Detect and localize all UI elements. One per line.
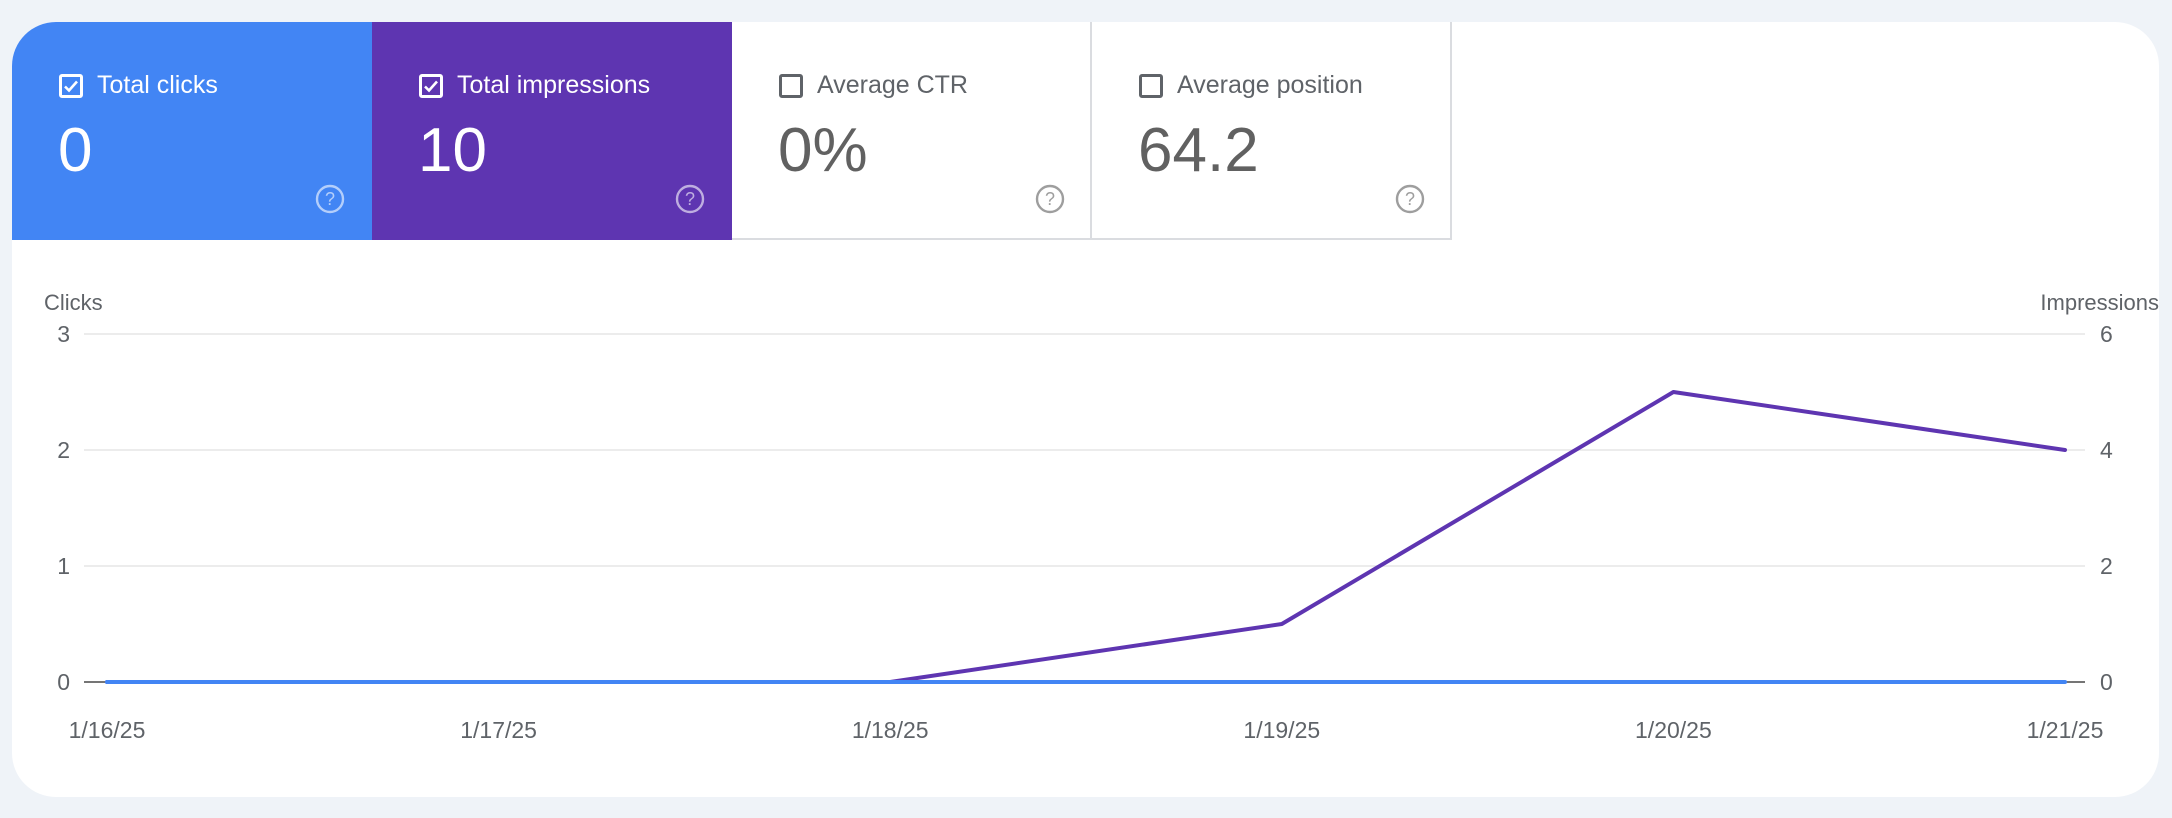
svg-text:?: ? (1045, 189, 1055, 209)
x-tick-label: 1/19/25 (1243, 717, 1320, 743)
y-tick-label-right: 0 (2100, 669, 2113, 695)
left-axis-title: Clicks (44, 290, 103, 315)
metric-value: 10 (418, 116, 487, 185)
checkbox-checked-icon[interactable] (59, 73, 83, 98)
metric-value: 64.2 (1138, 116, 1259, 185)
metric-tile-average-position[interactable]: Average position 64.2 ? (1092, 22, 1452, 240)
x-tick-label: 1/20/25 (1635, 717, 1712, 743)
help-icon[interactable]: ? (314, 183, 346, 215)
metric-tiles: Total clicks 0 ? Total impressions 10 ? (12, 22, 1452, 240)
metric-label: Average CTR (817, 71, 968, 99)
svg-text:?: ? (685, 189, 695, 209)
y-tick-label-left: 1 (57, 553, 70, 579)
metric-label: Total clicks (97, 71, 218, 99)
right-axis-title: Impressions (2040, 290, 2159, 315)
y-tick-label-right: 4 (2100, 437, 2113, 463)
svg-text:?: ? (325, 189, 335, 209)
y-tick-label-right: 2 (2100, 553, 2113, 579)
metric-tile-total-impressions[interactable]: Total impressions 10 ? (372, 22, 732, 240)
x-tick-label: 1/17/25 (460, 717, 537, 743)
metric-tile-average-ctr[interactable]: Average CTR 0% ? (732, 22, 1092, 240)
y-tick-label-left: 0 (57, 669, 70, 695)
checkbox-unchecked-icon[interactable] (1139, 73, 1163, 98)
checkbox-checked-icon[interactable] (419, 73, 443, 98)
help-icon[interactable]: ? (1034, 183, 1066, 215)
svg-text:?: ? (1405, 189, 1415, 209)
metric-label: Total impressions (457, 71, 651, 99)
performance-chart: 0 1 2 3 0 2 4 6 1/16/25 1/17/25 1/18/25 1/19/25 1/20… (57, 321, 2113, 743)
x-tick-label: 1/21/25 (2027, 717, 2104, 743)
metric-value: 0 (58, 116, 93, 185)
performance-card: Total clicks 0 ? Total impressions 10 ? (12, 22, 2159, 797)
checkbox-unchecked-icon[interactable] (779, 73, 803, 98)
metric-label: Average position (1177, 71, 1363, 99)
help-icon[interactable]: ? (1394, 183, 1426, 215)
x-tick-label: 1/18/25 (852, 717, 929, 743)
help-icon[interactable]: ? (674, 183, 706, 215)
y-tick-label-left: 2 (57, 437, 70, 463)
impressions-series-line (105, 390, 2067, 684)
x-tick-label: 1/16/25 (69, 717, 146, 743)
y-tick-label-right: 6 (2100, 321, 2113, 347)
metric-value: 0% (778, 116, 868, 185)
metric-tile-total-clicks[interactable]: Total clicks 0 ? (12, 22, 372, 240)
y-tick-label-left: 3 (57, 321, 70, 347)
